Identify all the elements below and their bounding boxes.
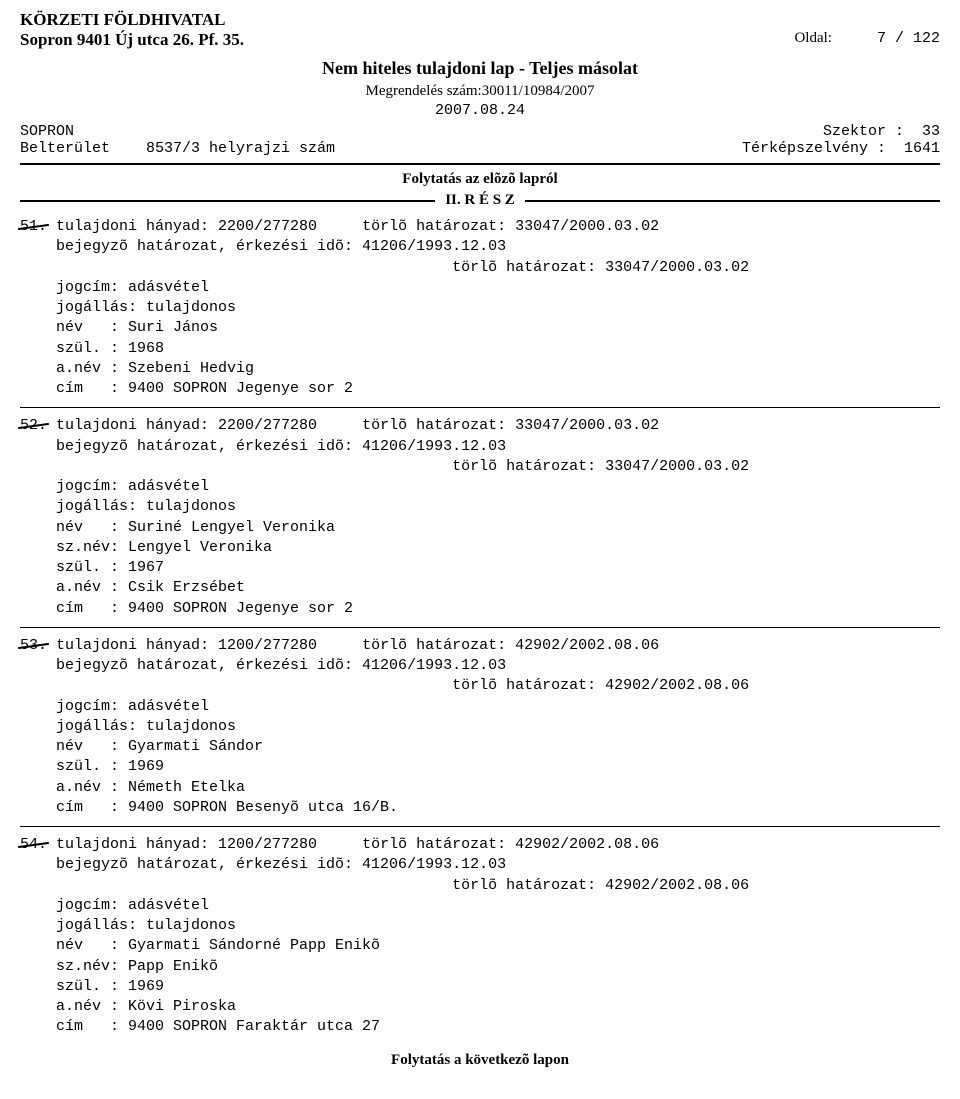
entry-del-right: törlõ határozat: 42902/2002.08.06 [20, 876, 940, 896]
entry-detail-line: a.név : Csik Erzsébet [20, 578, 940, 598]
meta-left: SOPRON Belterület 8537/3 helyrajzi szám [20, 123, 335, 157]
entry-detail-line: a.név : Szebeni Hedvig [20, 359, 940, 379]
entry-block: 54. tulajdoni hányad: 1200/277280 törlõ … [20, 835, 940, 1038]
entry-number-struck: 54. [20, 835, 47, 855]
entry-reg-line: bejegyzõ határozat, érkezési idõ: 41206/… [20, 656, 940, 676]
order-number: Megrendelés szám:30011/10984/2007 [20, 83, 940, 100]
document-title: Nem hiteles tulajdoni lap - Teljes másol… [20, 58, 940, 79]
entry-detail-line: jogállás: tulajdonos [20, 916, 940, 936]
entry-reg-line: bejegyzõ határozat, érkezési idõ: 41206/… [20, 437, 940, 457]
section-rule-left [20, 200, 435, 202]
entry-share-del: tulajdoni hányad: 1200/277280 törlõ hatá… [47, 637, 659, 654]
entry-detail-line: név : Gyarmati Sándorné Papp Enikõ [20, 936, 940, 956]
entry-detail-line: cím : 9400 SOPRON Faraktár utca 27 [20, 1017, 940, 1037]
city: SOPRON [20, 123, 335, 140]
entry-detail-line: jogállás: tulajdonos [20, 298, 940, 318]
entry-detail-line: sz.név: Lengyel Veronika [20, 538, 940, 558]
entry-detail-line: jogállás: tulajdonos [20, 717, 940, 737]
section-rule-right [525, 200, 940, 202]
mapsheet-line: Térképszelvény : 1641 [742, 140, 940, 157]
document-header: KÖRZETI FÖLDHIVATAL Sopron 9401 Új utca … [20, 10, 940, 119]
entry-separator [20, 627, 940, 628]
page-value: 7 / 122 [877, 30, 940, 47]
page-label: Oldal: [794, 30, 832, 46]
horizontal-rule [20, 163, 940, 165]
entry-del-right: törlõ határozat: 33047/2000.03.02 [20, 457, 940, 477]
page-number: Oldal: 7 / 122 [794, 30, 940, 47]
section-heading: II. R É S Z [20, 192, 940, 209]
entry-share-del: tulajdoni hányad: 2200/277280 törlõ hatá… [47, 218, 659, 235]
entry-line: 54. tulajdoni hányad: 1200/277280 törlõ … [20, 835, 940, 855]
office-name: KÖRZETI FÖLDHIVATAL [20, 10, 940, 30]
entry-block: 52. tulajdoni hányad: 2200/277280 törlõ … [20, 416, 940, 619]
entry-detail-line: jogcím: adásvétel [20, 896, 940, 916]
entry-number-struck: 51. [20, 217, 47, 237]
entries-container: 51. tulajdoni hányad: 2200/277280 törlõ … [20, 217, 940, 1038]
entry-detail-line: szül. : 1967 [20, 558, 940, 578]
entry-share-del: tulajdoni hányad: 1200/277280 törlõ hatá… [47, 836, 659, 853]
entry-separator [20, 826, 940, 827]
office-address: Sopron 9401 Új utca 26. Pf. 35. [20, 30, 244, 49]
entry-detail-line: név : Gyarmati Sándor [20, 737, 940, 757]
entry-number-struck: 53. [20, 636, 47, 656]
entry-reg-line: bejegyzõ határozat, érkezési idõ: 41206/… [20, 855, 940, 875]
entry-detail-line: jogcím: adásvétel [20, 278, 940, 298]
entry-detail-line: jogállás: tulajdonos [20, 497, 940, 517]
entry-detail-line: szül. : 1969 [20, 757, 940, 777]
sector-line: Szektor : 33 [742, 123, 940, 140]
entry-number-struck: 52. [20, 416, 47, 436]
entry-detail-line: szül. : 1968 [20, 339, 940, 359]
entry-del-right: törlõ határozat: 33047/2000.03.02 [20, 258, 940, 278]
entry-detail-line: cím : 9400 SOPRON Besenyõ utca 16/B. [20, 798, 940, 818]
entry-share-del: tulajdoni hányad: 2200/277280 törlõ hatá… [47, 417, 659, 434]
entry-detail-line: jogcím: adásvétel [20, 477, 940, 497]
document-date: 2007.08.24 [20, 102, 940, 119]
parcel-line: Belterület 8537/3 helyrajzi szám [20, 140, 335, 157]
entry-del-right: törlõ határozat: 42902/2002.08.06 [20, 676, 940, 696]
entry-detail-line: cím : 9400 SOPRON Jegenye sor 2 [20, 599, 940, 619]
entry-line: 51. tulajdoni hányad: 2200/277280 törlõ … [20, 217, 940, 237]
entry-line: 53. tulajdoni hányad: 1200/277280 törlõ … [20, 636, 940, 656]
continuation-top: Folytatás az elõzõ lapról [20, 171, 940, 188]
entry-detail-line: szül. : 1969 [20, 977, 940, 997]
entry-line: 52. tulajdoni hányad: 2200/277280 törlõ … [20, 416, 940, 436]
meta-block: SOPRON Belterület 8537/3 helyrajzi szám … [20, 123, 940, 157]
entry-detail-line: név : Suri János [20, 318, 940, 338]
meta-right: Szektor : 33 Térképszelvény : 1641 [742, 123, 940, 157]
entry-detail-line: cím : 9400 SOPRON Jegenye sor 2 [20, 379, 940, 399]
entry-detail-line: a.név : Németh Etelka [20, 778, 940, 798]
entry-detail-line: név : Suriné Lengyel Veronika [20, 518, 940, 538]
entry-separator [20, 407, 940, 408]
entry-detail-line: a.név : Kövi Piroska [20, 997, 940, 1017]
entry-reg-line: bejegyzõ határozat, érkezési idõ: 41206/… [20, 237, 940, 257]
entry-block: 53. tulajdoni hányad: 1200/277280 törlõ … [20, 636, 940, 818]
section-label: II. R É S Z [435, 192, 525, 209]
entry-detail-line: sz.név: Papp Enikõ [20, 957, 940, 977]
continuation-bottom: Folytatás a következõ lapon [20, 1052, 940, 1069]
entry-detail-line: jogcím: adásvétel [20, 697, 940, 717]
entry-block: 51. tulajdoni hányad: 2200/277280 törlõ … [20, 217, 940, 399]
